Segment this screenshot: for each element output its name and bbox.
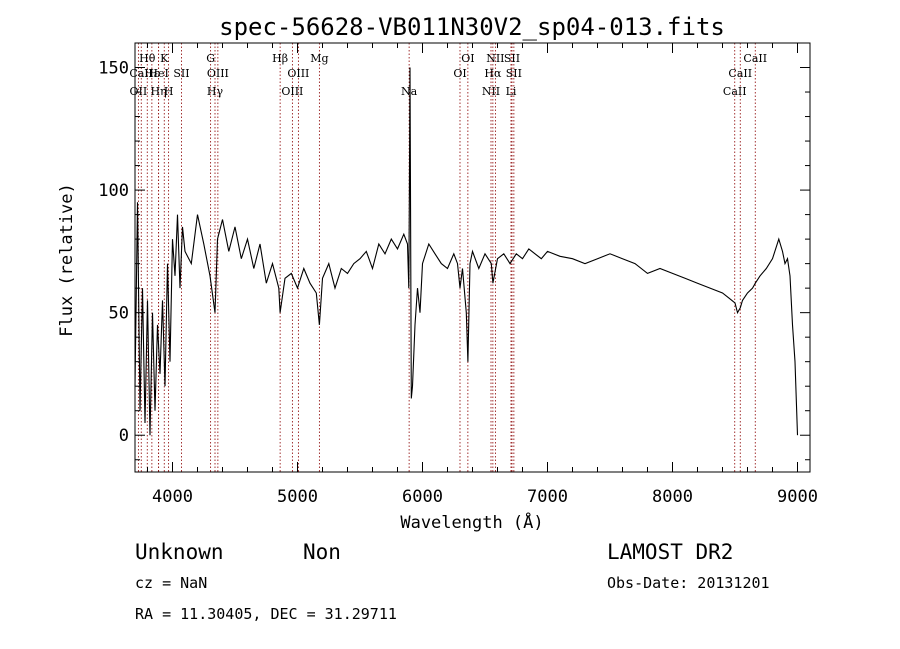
y-axis: 0 50 100 150 <box>98 42 810 461</box>
line-label-23: SII <box>506 67 522 80</box>
x-tick-label-1: 5000 <box>277 487 318 507</box>
line-label-20: Hα <box>484 67 502 80</box>
line-label-5: K <box>160 52 169 65</box>
line-label-17: OI <box>453 67 466 80</box>
line-label-6: H <box>164 85 174 98</box>
line-label-9: G <box>206 52 215 65</box>
line-label-8: SII <box>173 67 189 80</box>
y-axis-label: Flux (relative) <box>57 183 77 337</box>
line-label-13: OIII <box>281 85 303 98</box>
spectral-line-markers <box>137 43 756 472</box>
line-label-0: Hθ <box>139 52 156 65</box>
line-label-19: NII <box>482 85 500 98</box>
x-tick-label-4: 8000 <box>652 487 693 507</box>
y-tick-label-3: 150 <box>98 59 129 79</box>
line-label-4: Hη <box>151 85 167 98</box>
line-label-22: SII <box>504 52 520 65</box>
x-tick-label-5: 9000 <box>777 487 818 507</box>
y-tick-label-0: 0 <box>119 426 129 446</box>
line-label-18: OI <box>461 52 474 65</box>
x-axis: 4000 5000 6000 7000 8000 9000 <box>147 43 818 507</box>
x-tick-label-0: 4000 <box>152 487 193 507</box>
chart-title: spec-56628-VB011N30V2_sp04-013.fits <box>219 13 725 41</box>
spectral-subclass-label: Non <box>303 540 341 564</box>
spectral-class-label: Unknown <box>135 540 224 564</box>
line-label-15: Mg <box>310 52 328 65</box>
x-tick-label-2: 6000 <box>402 487 443 507</box>
y-tick-label-2: 100 <box>98 181 129 201</box>
line-label-12: Hβ <box>272 52 288 65</box>
line-label-7: HeI <box>148 67 168 80</box>
line-label-1: OII <box>130 85 148 98</box>
spectrum-line <box>134 67 799 436</box>
line-label-27: CaII <box>743 52 767 65</box>
coordinates-label: RA = 11.30405, DEC = 31.29711 <box>135 605 397 623</box>
y-tick-label-1: 50 <box>109 304 129 324</box>
survey-label: LAMOST DR2 <box>607 540 733 564</box>
line-label-26: CaII <box>728 67 752 80</box>
plot-frame <box>134 42 811 473</box>
line-label-25: CaII <box>723 85 747 98</box>
x-axis-label: Wavelength (Å) <box>400 511 543 533</box>
line-label-10: OIII <box>207 67 229 80</box>
line-label-11: Hγ <box>207 85 224 98</box>
x-tick-label-3: 7000 <box>527 487 568 507</box>
line-label-21: NII <box>486 52 504 65</box>
line-label-14: OIII <box>287 67 309 80</box>
obs-date-label: Obs-Date: 20131201 <box>607 574 770 592</box>
line-label-3: Hε <box>144 67 160 80</box>
line-label-24: Li <box>506 85 517 98</box>
redshift-label: cz = NaN <box>135 574 207 592</box>
